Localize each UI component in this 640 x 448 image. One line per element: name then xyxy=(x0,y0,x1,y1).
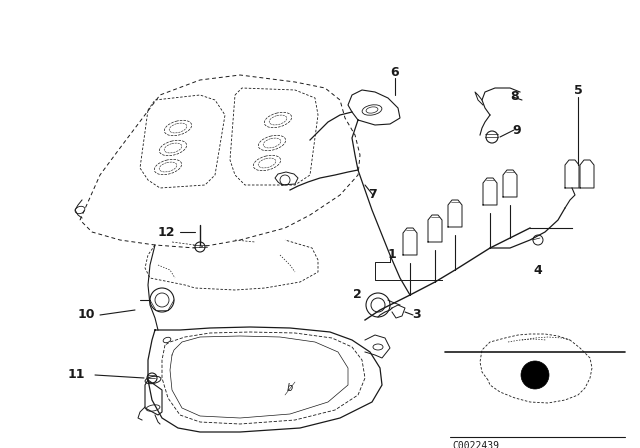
Circle shape xyxy=(533,235,543,245)
Ellipse shape xyxy=(146,405,160,411)
Circle shape xyxy=(195,242,205,252)
Circle shape xyxy=(150,288,174,312)
Text: 11: 11 xyxy=(68,369,86,382)
Text: 3: 3 xyxy=(412,309,420,322)
Text: 8: 8 xyxy=(510,90,518,103)
Circle shape xyxy=(486,131,498,143)
Circle shape xyxy=(155,293,169,307)
Text: 1: 1 xyxy=(388,249,396,262)
Circle shape xyxy=(147,373,157,383)
Text: 4: 4 xyxy=(534,263,542,276)
Circle shape xyxy=(371,298,385,312)
Text: 10: 10 xyxy=(78,309,95,322)
Text: 12: 12 xyxy=(157,225,175,238)
Text: 6: 6 xyxy=(390,65,399,78)
Text: 5: 5 xyxy=(573,83,582,96)
Circle shape xyxy=(521,361,549,389)
Circle shape xyxy=(366,293,390,317)
Text: 2: 2 xyxy=(353,289,362,302)
Text: 7: 7 xyxy=(368,189,377,202)
Text: 9: 9 xyxy=(512,124,520,137)
Text: C0022439: C0022439 xyxy=(452,441,499,448)
Text: b: b xyxy=(287,383,293,393)
